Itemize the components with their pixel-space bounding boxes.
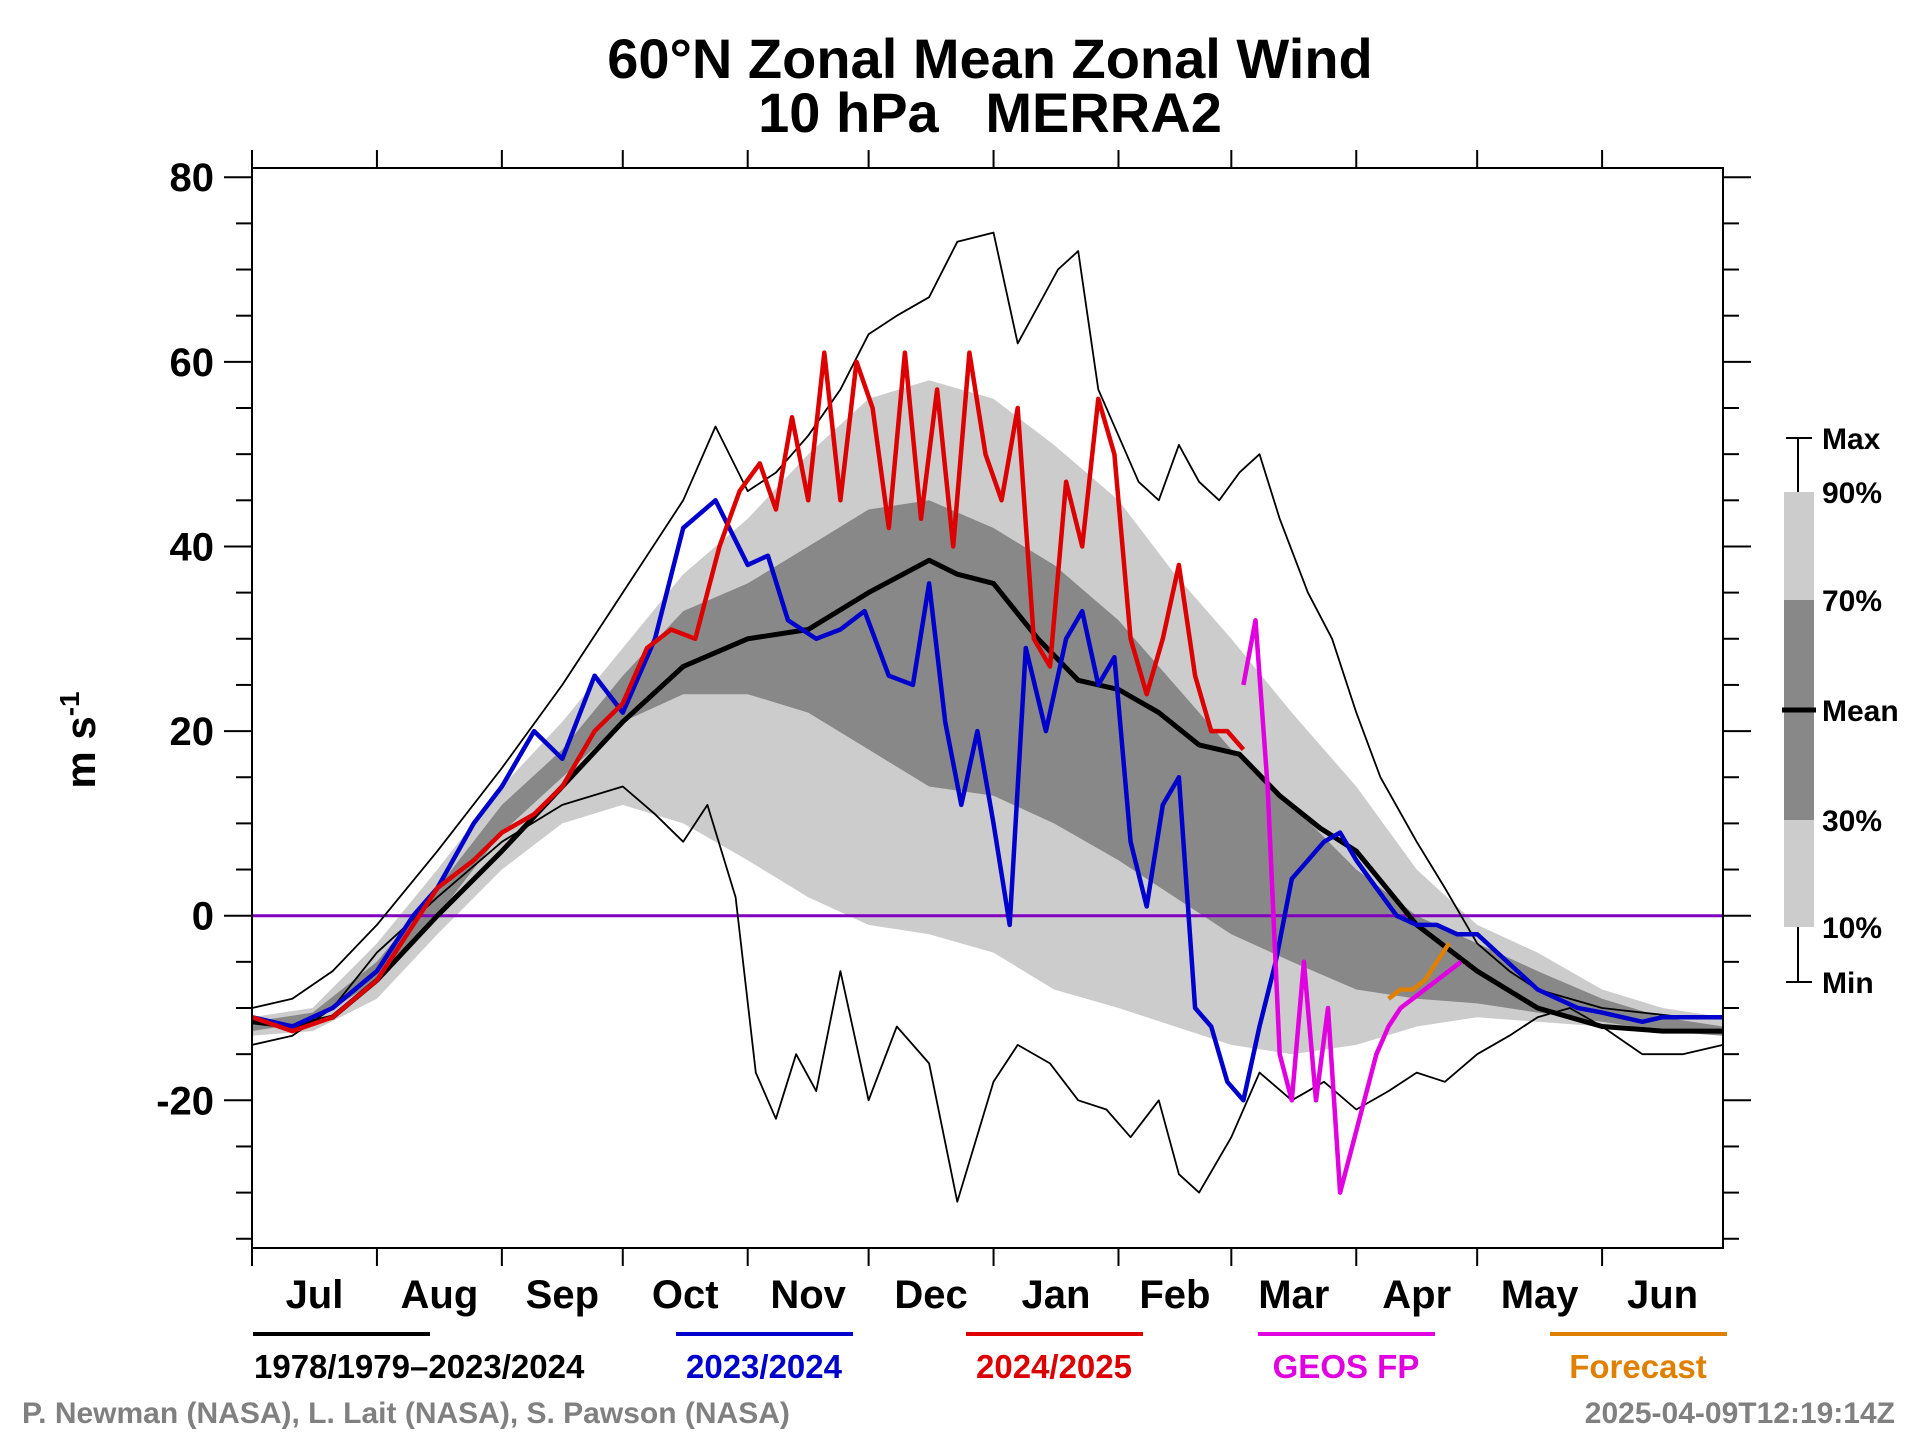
axes xyxy=(224,150,1751,1266)
x-month-label: Sep xyxy=(526,1273,599,1317)
side-legend-90: 90% xyxy=(1822,477,1882,510)
side-legend-mean: Mean xyxy=(1822,695,1899,728)
x-month-label: Oct xyxy=(652,1273,719,1317)
legend-label-2024-2025: 2024/2025 xyxy=(976,1348,1132,1385)
series-line-max xyxy=(251,231,1723,1019)
x-month-label: May xyxy=(1501,1273,1580,1317)
x-month-label: Dec xyxy=(894,1273,967,1317)
x-month-label: Feb xyxy=(1139,1273,1210,1317)
legend-label-climatology: 1978/1979–2023/2024 xyxy=(254,1348,585,1385)
y-tick-label: 60 xyxy=(170,341,215,385)
side-legend-band-10-30 xyxy=(1784,820,1814,927)
x-month-label: Jul xyxy=(286,1273,344,1317)
y-tick-labels: -20 0 20 40 60 80 xyxy=(156,156,214,1123)
series-line-1978-1979-2023-2024 xyxy=(251,557,1723,1034)
legend-label-geos-fp: GEOS FP xyxy=(1273,1348,1420,1385)
side-legend: Max 90% 70% Mean 30% 10% Min xyxy=(1782,423,1899,1000)
percentile-bands xyxy=(252,380,1723,1055)
x-month-label: Aug xyxy=(401,1273,479,1317)
legend-label-forecast: Forecast xyxy=(1569,1348,1707,1385)
side-legend-30: 30% xyxy=(1822,805,1882,838)
series-line-forecast xyxy=(1387,942,1451,1001)
y-tick-label: 20 xyxy=(170,710,215,754)
x-month-label: Apr xyxy=(1382,1273,1451,1317)
y-tick-label: 40 xyxy=(170,525,215,569)
chart-title: 60°N Zonal Mean Zonal Wind xyxy=(607,27,1373,90)
side-legend-10: 10% xyxy=(1822,912,1882,945)
series-line-min xyxy=(251,785,1724,1203)
y-axis-label: m s-1 xyxy=(54,691,104,788)
series-line-geos-fp xyxy=(1241,618,1463,1195)
credit-timestamp: 2025-04-09T12:19:14Z xyxy=(1585,1397,1895,1430)
side-legend-max: Max xyxy=(1822,423,1881,456)
svg-text:m s-1: m s-1 xyxy=(54,691,104,788)
chart-subtitle: 10 hPa MERRA2 xyxy=(758,81,1222,144)
side-legend-min: Min xyxy=(1822,967,1874,1000)
x-month-label: Nov xyxy=(770,1273,846,1317)
bottom-legend: 1978/1979–2023/2024 2023/2024 2024/2025 … xyxy=(253,1332,1727,1385)
band-30-70 xyxy=(252,500,1723,1036)
side-legend-band-70-90 xyxy=(1784,492,1814,600)
y-tick-label: 0 xyxy=(192,895,214,939)
series-line-2024-2025 xyxy=(251,350,1246,1034)
legend-label-2023-2024: 2023/2024 xyxy=(686,1348,843,1385)
x-month-labels: Jul Aug Sep Oct Nov Dec Jan Feb Mar Apr May Jun xyxy=(286,1273,1699,1317)
credit-authors: P. Newman (NASA), L. Lait (NASA), S. Paw… xyxy=(22,1397,790,1430)
y-axis-label-main: m s xyxy=(57,716,104,788)
x-month-label: Jun xyxy=(1627,1273,1698,1317)
x-month-label: Mar xyxy=(1258,1273,1329,1317)
series-layer xyxy=(251,231,1724,1203)
y-axis-label-sup: -1 xyxy=(54,691,85,716)
side-legend-70: 70% xyxy=(1822,585,1882,618)
plot-frame xyxy=(251,167,1724,1249)
y-tick-label: -20 xyxy=(156,1079,214,1123)
series-line-2023-2024 xyxy=(251,498,1723,1103)
y-tick-label: 80 xyxy=(170,156,215,200)
x-month-label: Jan xyxy=(1022,1273,1091,1317)
